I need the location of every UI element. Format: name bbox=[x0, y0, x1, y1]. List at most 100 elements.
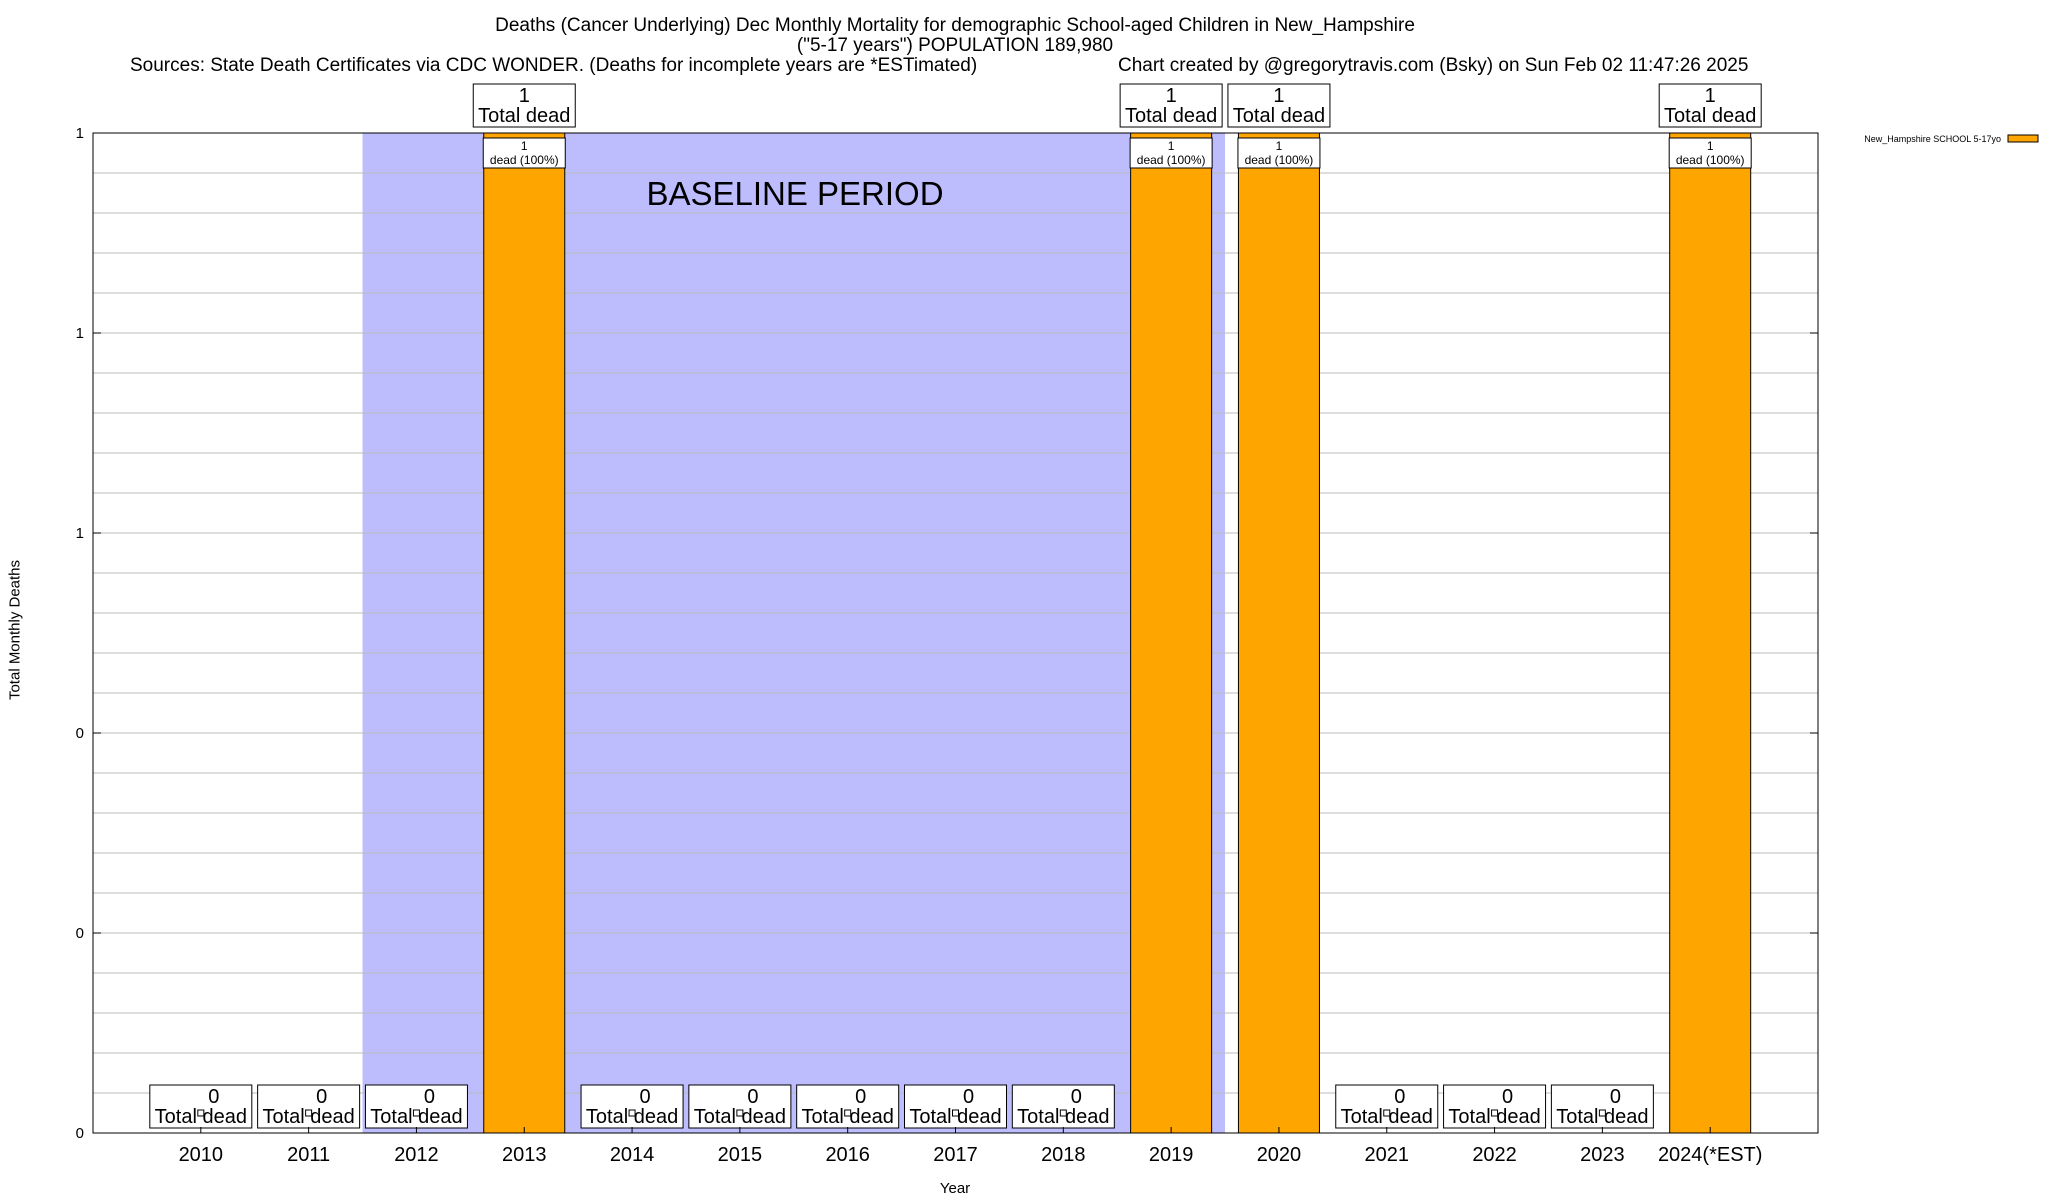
total-value: 0 bbox=[640, 1086, 651, 1108]
total-label: Total dead bbox=[1556, 1106, 1648, 1128]
zero-marker bbox=[197, 1109, 205, 1117]
total-label: Total dead bbox=[1233, 105, 1325, 127]
zero-marker bbox=[305, 1109, 313, 1117]
bar-label-text: dead (100%) bbox=[490, 153, 559, 167]
y-axis-label-wrap: Total Monthly Deaths bbox=[4, 560, 26, 700]
bar-label-count: 1 bbox=[521, 139, 528, 153]
total-value: 0 bbox=[208, 1086, 219, 1108]
chart-credit: Chart created by @gregorytravis.com (Bsk… bbox=[1118, 55, 1749, 76]
x-tick-label: 2016 bbox=[825, 1144, 870, 1166]
x-tick-label: 2014 bbox=[610, 1144, 655, 1166]
total-box bbox=[364, 1084, 468, 1129]
total-value: 1 bbox=[519, 85, 530, 107]
total-value: 0 bbox=[963, 1086, 974, 1108]
y-tick-label: 1 bbox=[76, 525, 84, 542]
chart-title-line2: ("5-17 years") POPULATION 189,980 bbox=[796, 35, 1114, 56]
bar-label-box bbox=[1237, 137, 1321, 169]
bar-label-box bbox=[1668, 137, 1752, 169]
total-label: Total dead bbox=[1341, 1106, 1433, 1128]
zero-marker bbox=[628, 1109, 636, 1117]
x-tick-label: 2015 bbox=[718, 1144, 763, 1166]
zero-marker bbox=[1383, 1109, 1391, 1117]
total-value: 1 bbox=[1705, 85, 1716, 107]
total-box bbox=[1335, 1084, 1439, 1129]
total-box bbox=[1443, 1084, 1547, 1129]
total-label: Total dead bbox=[1448, 1106, 1540, 1128]
x-tick-label: 2019 bbox=[1149, 1144, 1194, 1166]
total-box bbox=[257, 1084, 361, 1129]
total-value: 0 bbox=[1502, 1086, 1513, 1108]
zero-marker bbox=[952, 1109, 959, 1117]
x-tick-label: 2023 bbox=[1580, 1144, 1625, 1166]
total-label: Total dead bbox=[155, 1106, 247, 1128]
legend-label: New_Hampshire SCHOOL 5-17yo bbox=[1864, 134, 2001, 144]
bar bbox=[1237, 132, 1320, 1134]
total-value: 1 bbox=[1166, 85, 1177, 107]
bar-label-box bbox=[1129, 137, 1213, 169]
x-tick-label: 2021 bbox=[1365, 1144, 1410, 1166]
total-label: Total dead bbox=[370, 1106, 462, 1128]
total-value: 0 bbox=[316, 1086, 327, 1108]
y-tick-label: 1 bbox=[76, 325, 84, 342]
bar-label-box bbox=[482, 137, 566, 169]
total-label: Total dead bbox=[586, 1106, 678, 1128]
total-box bbox=[149, 1084, 253, 1129]
bar bbox=[1130, 132, 1213, 1134]
zero-marker bbox=[1491, 1109, 1499, 1117]
baseline-period-label: BASELINE PERIOD bbox=[646, 175, 943, 212]
bar-label-text: dead (100%) bbox=[1245, 153, 1314, 167]
total-label: Total dead bbox=[1125, 105, 1217, 127]
total-label: Total dead bbox=[909, 1106, 1001, 1128]
total-box bbox=[1119, 83, 1223, 128]
total-label: Total dead bbox=[1017, 1106, 1109, 1128]
x-tick-label: 2022 bbox=[1472, 1144, 1517, 1166]
bar-label-count: 1 bbox=[1168, 139, 1175, 153]
total-box bbox=[688, 1084, 792, 1129]
total-box bbox=[472, 83, 576, 128]
total-value: 1 bbox=[1273, 85, 1284, 107]
y-tick-label: 1 bbox=[76, 125, 84, 142]
legend-swatch bbox=[2007, 134, 2039, 143]
bar bbox=[483, 132, 566, 1134]
x-tick-label: 2013 bbox=[502, 1144, 547, 1166]
total-box bbox=[1550, 1084, 1654, 1129]
x-tick-label: 2010 bbox=[179, 1144, 224, 1166]
y-tick-label: 0 bbox=[76, 1125, 84, 1142]
total-value: 0 bbox=[1071, 1086, 1082, 1108]
total-label: Total dead bbox=[262, 1106, 354, 1128]
bar-label-count: 1 bbox=[1276, 139, 1283, 153]
total-value: 0 bbox=[1394, 1086, 1405, 1108]
total-box bbox=[904, 1084, 1007, 1129]
total-value: 0 bbox=[1610, 1086, 1621, 1108]
total-label: Total dead bbox=[802, 1106, 894, 1128]
total-value: 0 bbox=[424, 1086, 435, 1108]
y-axis-label: Total Monthly Deaths bbox=[6, 559, 24, 701]
x-tick-label: 2018 bbox=[1041, 1144, 1086, 1166]
zero-marker bbox=[1059, 1109, 1067, 1117]
chart-title-line1: Deaths (Cancer Underlying) Dec Monthly M… bbox=[495, 15, 1415, 36]
x-tick-label: 2017 bbox=[933, 1144, 978, 1166]
chart-sources: Sources: State Death Certificates via CD… bbox=[130, 55, 978, 76]
total-label: Total dead bbox=[478, 105, 570, 127]
total-box bbox=[1227, 83, 1331, 128]
bar bbox=[1669, 132, 1752, 1134]
x-tick-label: 2024(*EST) bbox=[1658, 1144, 1763, 1166]
x-tick-label: 2012 bbox=[394, 1144, 439, 1166]
x-tick-label: 2020 bbox=[1257, 1144, 1302, 1166]
total-value: 0 bbox=[855, 1086, 866, 1108]
x-axis-label: Year bbox=[939, 1180, 971, 1197]
x-tick-label: 2011 bbox=[287, 1144, 330, 1166]
zero-marker bbox=[736, 1109, 744, 1117]
zero-marker bbox=[1598, 1109, 1606, 1117]
y-tick-label: 0 bbox=[76, 725, 84, 742]
y-tick-label: 0 bbox=[76, 925, 84, 942]
zero-marker bbox=[412, 1109, 420, 1117]
bar-label-count: 1 bbox=[1707, 139, 1714, 153]
bar-label-text: dead (100%) bbox=[1137, 153, 1206, 167]
total-box bbox=[1011, 1084, 1115, 1129]
total-label: Total dead bbox=[1664, 105, 1756, 127]
bar-label-text: dead (100%) bbox=[1676, 153, 1745, 167]
total-label: Total dead bbox=[694, 1106, 786, 1128]
total-box bbox=[1658, 83, 1762, 128]
